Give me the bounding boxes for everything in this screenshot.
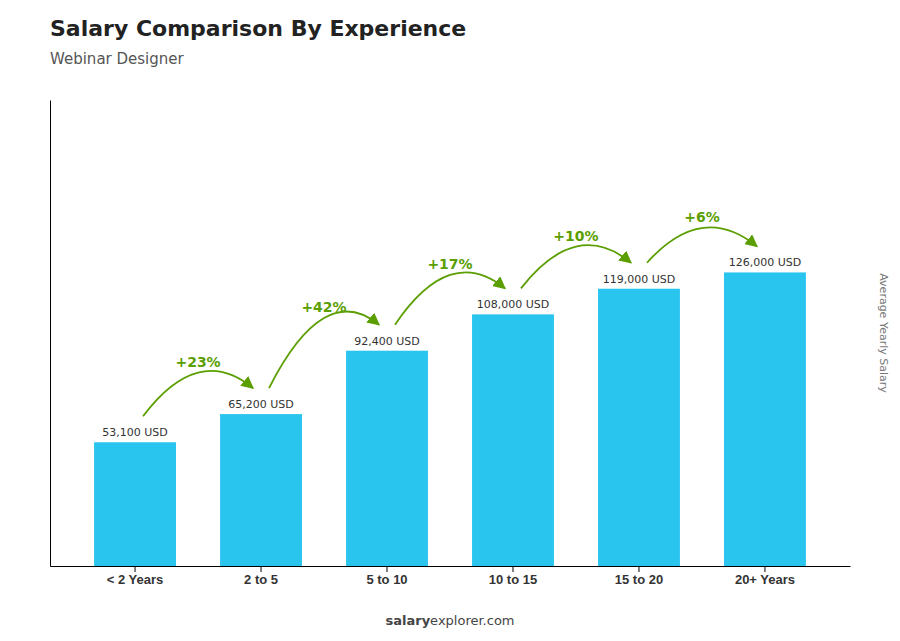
y-axis-title: Average Yearly Salary (877, 273, 890, 393)
x-tick-mark (638, 566, 639, 572)
change-label: +42% (301, 299, 346, 315)
bar (94, 442, 176, 566)
watermark-part: explorer.com (430, 613, 514, 628)
change-arrow (521, 245, 631, 288)
watermark: salaryexplorer.com (385, 613, 514, 628)
bar (220, 414, 302, 566)
x-tick-label: 2 to 5 (244, 572, 278, 587)
x-tick-mark (512, 566, 513, 572)
x-tick-label: 20+ Years (735, 572, 795, 587)
x-tick-label: 5 to 10 (366, 572, 407, 587)
data-label: 119,000 USD (603, 273, 676, 286)
change-label: +6% (684, 209, 720, 225)
x-axis: < 2 Years 2 to 5 5 to 10 10 to 15 15 to 20 20… (51, 566, 851, 587)
subtitle: Webinar Designer (50, 50, 185, 68)
x-tick: < 2 Years (107, 566, 164, 587)
change-arrow (647, 227, 757, 262)
data-label: 65,200 USD (228, 398, 294, 411)
bar (346, 351, 428, 566)
data-label: 126,000 USD (729, 256, 802, 269)
x-tick: 5 to 10 (366, 566, 407, 587)
data-label: 108,000 USD (477, 298, 550, 311)
x-tick: 2 to 5 (244, 566, 278, 587)
y-axis (50, 101, 51, 567)
change-label: +10% (553, 228, 598, 244)
x-tick-mark (261, 566, 262, 572)
y-axis-line (50, 101, 51, 567)
bar (472, 314, 554, 566)
annotations: +23% +42% +17% +10% +6% (143, 209, 757, 416)
data-label: 53,100 USD (102, 426, 168, 439)
data-labels: 53,100 USD 65,200 USD 92,400 USD 108,000 US… (102, 256, 801, 439)
change-arrow (269, 312, 379, 389)
x-axis-line (51, 566, 851, 567)
change-label: +17% (427, 256, 472, 272)
chart: Salary Comparison By Experience Webinar D… (0, 0, 900, 641)
x-tick-label: < 2 Years (107, 572, 164, 587)
bar (598, 289, 680, 566)
change-arrow (143, 371, 253, 416)
plot: < 2 Years 2 to 5 5 to 10 10 to 15 15 to 20 20… (51, 101, 851, 588)
bar (724, 272, 806, 566)
x-tick-label: 10 to 15 (489, 572, 537, 587)
x-tick: 10 to 15 (489, 566, 537, 587)
x-tick: 15 to 20 (615, 566, 663, 587)
x-tick-mark (764, 566, 765, 572)
x-tick-mark (135, 566, 136, 572)
data-label: 92,400 USD (354, 335, 420, 348)
x-tick: 20+ Years (735, 566, 795, 587)
x-tick-mark (387, 566, 388, 572)
title: Salary Comparison By Experience (50, 16, 466, 41)
bars (94, 272, 806, 566)
watermark-part: salary (385, 613, 430, 628)
change-label: +23% (175, 354, 220, 370)
change-arrow (395, 272, 505, 324)
x-tick-label: 15 to 20 (615, 572, 663, 587)
